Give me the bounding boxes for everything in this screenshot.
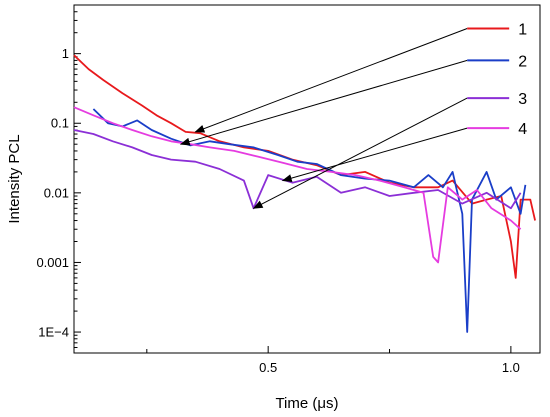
legend-label-2: 2	[518, 53, 527, 70]
y-tick-label: 0.1	[51, 116, 69, 131]
series-line-3	[73, 129, 522, 210]
series-group	[73, 54, 536, 333]
series-line-1	[73, 54, 536, 279]
x-tick-label: 0.5	[259, 360, 277, 375]
legend-label-3: 3	[518, 91, 527, 108]
y-tick-label: 0.001	[36, 255, 69, 270]
series-line-2	[92, 108, 527, 333]
y-tick-label: 0.01	[44, 185, 69, 200]
annotation-arrow-4	[281, 127, 468, 182]
annotation-arrow-2	[179, 59, 468, 146]
annotation-arrow-1	[194, 28, 468, 133]
y-tick-label: 1E−4	[38, 325, 69, 340]
legend-label-4: 4	[518, 121, 527, 138]
axis-ticks: 0.5 1.0 1 0.1 0.01 0.001 1E−4	[36, 11, 520, 375]
series-line-4	[73, 106, 522, 264]
legend: 1 2 3 4	[467, 21, 527, 138]
x-axis-title: Time (μs)	[275, 395, 338, 412]
plot-frame	[73, 4, 541, 354]
annotation-arrow-3	[252, 97, 468, 209]
annotation-arrows	[179, 28, 468, 209]
legend-label-1: 1	[518, 21, 527, 38]
y-tick-label: 1	[62, 46, 69, 61]
x-tick-label: 1.0	[502, 360, 520, 375]
y-axis-title: Intensity PCL	[6, 134, 23, 223]
